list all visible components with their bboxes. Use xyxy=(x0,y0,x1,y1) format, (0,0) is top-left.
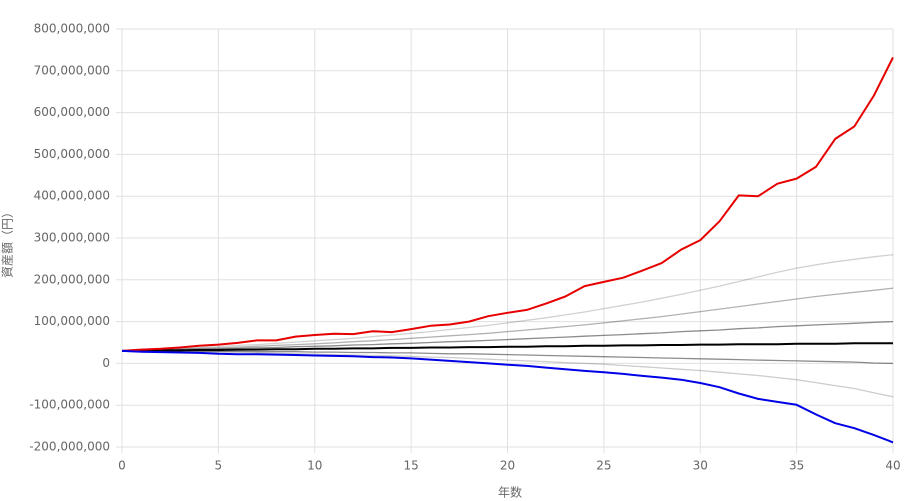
y-tick-label: 700,000,000 xyxy=(34,63,110,77)
series-line xyxy=(121,350,894,398)
x-tick-label: 30 xyxy=(693,459,708,473)
series-line xyxy=(122,342,893,352)
x-tick-label: 15 xyxy=(403,459,418,473)
y-axis-title: 資産額（円） xyxy=(0,206,15,278)
x-tick-label: 10 xyxy=(307,459,322,473)
series-line xyxy=(121,287,894,352)
y-tick-label: 400,000,000 xyxy=(34,189,110,203)
y-tick-label: 500,000,000 xyxy=(34,147,110,161)
series-line xyxy=(121,254,894,352)
y-tick-label: 300,000,000 xyxy=(34,231,110,245)
series-line xyxy=(121,56,894,352)
y-tick-label: 800,000,000 xyxy=(34,22,110,36)
x-tick-label: 25 xyxy=(596,459,611,473)
y-tick-label: -200,000,000 xyxy=(29,440,110,454)
x-tick-label: 20 xyxy=(500,459,515,473)
x-tick-label: 40 xyxy=(885,459,900,473)
y-tick-label: -100,000,000 xyxy=(29,398,110,412)
x-tick-label: 5 xyxy=(215,459,223,473)
y-tick-label: 600,000,000 xyxy=(34,105,110,119)
series-line xyxy=(122,350,894,365)
y-tick-label: 200,000,000 xyxy=(34,272,110,286)
y-tick-label: 100,000,000 xyxy=(34,314,110,328)
x-tick-label: 35 xyxy=(789,459,804,473)
y-tick-label: 0 xyxy=(102,356,110,370)
series-line xyxy=(121,320,894,352)
x-tick-label: 0 xyxy=(118,459,126,473)
x-axis-title: 年数 xyxy=(498,485,522,500)
series-line xyxy=(121,349,894,444)
